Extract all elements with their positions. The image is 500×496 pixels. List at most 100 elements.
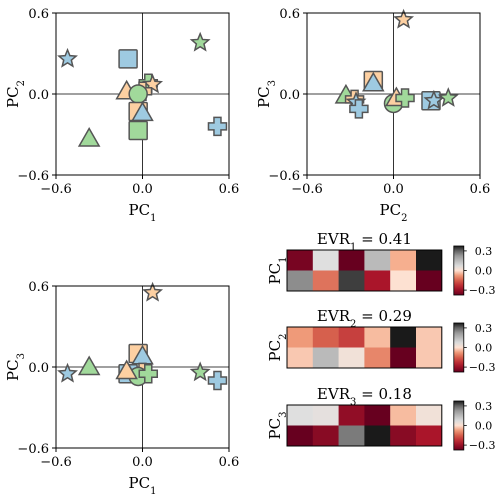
y-axis-label: PC3 [4, 353, 27, 381]
heatmap-cell [312, 425, 339, 447]
blue-triangle-marker [362, 71, 385, 92]
y-tick-label: 0.6 [28, 280, 49, 295]
heatmap-cell [390, 405, 417, 426]
green-star-marker [437, 87, 459, 107]
blue-triangle-marker [131, 101, 154, 122]
heatmap-cell [312, 250, 339, 271]
heatmap-cell [312, 270, 339, 292]
orange-triangle-marker [115, 359, 138, 380]
colorbar-tick-label: 0.3 [475, 400, 493, 413]
x-tick-label: 0.6 [219, 455, 240, 470]
y-tick-label: −0.6 [17, 442, 49, 457]
green-triangle-marker [77, 127, 101, 147]
x-axis-label: PC1 [129, 201, 157, 224]
heatmap-cell [338, 425, 365, 447]
heatmap-cell [416, 425, 443, 447]
colorbar-tick-label: −0.3 [469, 284, 496, 297]
colorbar-tick-label: 0.0 [475, 342, 493, 355]
x-tick-label: −0.6 [40, 455, 72, 470]
blue-star-marker [57, 47, 78, 68]
green-plus-marker [395, 88, 415, 108]
green-square-marker [128, 120, 148, 141]
x-axis-label: PC1 [129, 474, 157, 496]
green-star-marker [189, 361, 211, 382]
x-tick-label: −0.6 [291, 182, 323, 197]
x-tick-label: 0.6 [219, 182, 240, 197]
heatmap-cell [287, 327, 314, 348]
x-tick-label: −0.6 [40, 182, 72, 197]
heatmap-cell [287, 425, 314, 447]
heatmap-ylabel: PC1 [266, 257, 289, 285]
heatmap-frame [286, 404, 443, 447]
heatmap-cell [338, 250, 365, 271]
heatmap-cell [390, 327, 417, 348]
heatmap-title: EVR1 = 0.41 [317, 230, 412, 253]
heatmap-cell [390, 270, 417, 292]
colorbar-tick-label: −0.3 [469, 361, 496, 374]
green-circle-marker [128, 84, 148, 104]
heatmap-cell [416, 270, 443, 292]
x-tick-label: 0.6 [470, 182, 491, 197]
heatmap-panel: EVR2 = 0.29 PC2 0.3 0.0 −0.3 [266, 307, 496, 374]
heatmap-panel: EVR1 = 0.41 PC1 0.3 0.0 −0.3 [266, 230, 496, 297]
orange-star-marker [142, 281, 164, 302]
blue-plus-marker [207, 116, 228, 137]
colorbar-tick-label: −0.3 [469, 439, 496, 452]
heatmap-cell [364, 425, 391, 447]
heatmap-cell [312, 327, 339, 348]
green-plus-marker [138, 364, 159, 384]
heatmap-cell [338, 327, 365, 348]
blue-square-marker [118, 49, 138, 69]
colorbar [453, 245, 465, 296]
heatmap-cell [416, 250, 443, 271]
heatmap-cell [390, 347, 417, 369]
heatmap-cell [287, 347, 314, 369]
y-axis-label: PC2 [4, 80, 27, 108]
heatmap-cell [338, 347, 365, 369]
heatmap-cell [312, 405, 339, 426]
green-star-marker [189, 31, 211, 52]
y-tick-label: 0.6 [279, 7, 300, 22]
y-tick-label: −0.6 [268, 169, 300, 184]
colorbar [453, 322, 465, 373]
heatmap-cell [338, 270, 365, 292]
colorbar-tick-label: 0.3 [475, 322, 493, 335]
heatmap-title: EVR2 = 0.29 [317, 307, 412, 330]
colorbar-tick-label: 0.0 [475, 265, 493, 278]
scatter-panel-bottom-left: −0.6 0.0 0.6 −0.6 0.0 0.6 PC1 PC3 [4, 280, 239, 496]
heatmap-title: EVR3 = 0.18 [317, 385, 412, 408]
heatmap-cell [416, 347, 443, 369]
colorbar-tick-label: 0.0 [475, 420, 493, 433]
blue-plus-marker [207, 370, 228, 391]
scatter-panel-top-right: −0.6 0.0 0.6 −0.6 0.0 0.6 PC2 PC3 [255, 7, 490, 224]
heatmap-cell [364, 347, 391, 369]
heatmap-cell [416, 405, 443, 426]
heatmap-frame [286, 326, 443, 369]
y-tick-label: 0.0 [28, 88, 49, 103]
y-tick-label: −0.6 [17, 169, 49, 184]
heatmap-cell [338, 405, 365, 426]
colorbar-tick-label: 0.3 [475, 245, 493, 258]
y-tick-label: 0.6 [28, 7, 49, 22]
heatmap-cell [364, 327, 391, 348]
y-tick-label: 0.0 [28, 361, 49, 376]
heatmap-cell [287, 270, 314, 292]
y-tick-label: 0.0 [279, 88, 300, 103]
x-tick-label: 0.0 [383, 182, 404, 197]
heatmap-cell [390, 425, 417, 447]
heatmap-panel: EVR3 = 0.18 PC3 0.3 0.0 −0.3 [266, 385, 496, 452]
heatmap-cell [287, 250, 314, 271]
blue-plus-marker [349, 99, 369, 119]
heatmap-cell [416, 327, 443, 348]
x-tick-label: 0.0 [132, 182, 153, 197]
heatmap-frame [286, 249, 443, 292]
heatmap-cell [287, 405, 314, 426]
heatmap-cell [364, 250, 391, 271]
heatmap-ylabel: PC3 [266, 412, 289, 440]
green-triangle-marker [77, 355, 101, 376]
heatmap-cell [390, 250, 417, 271]
y-axis-label: PC3 [255, 80, 278, 108]
heatmap-ylabel: PC2 [266, 334, 289, 362]
heatmap-cell [312, 347, 339, 369]
